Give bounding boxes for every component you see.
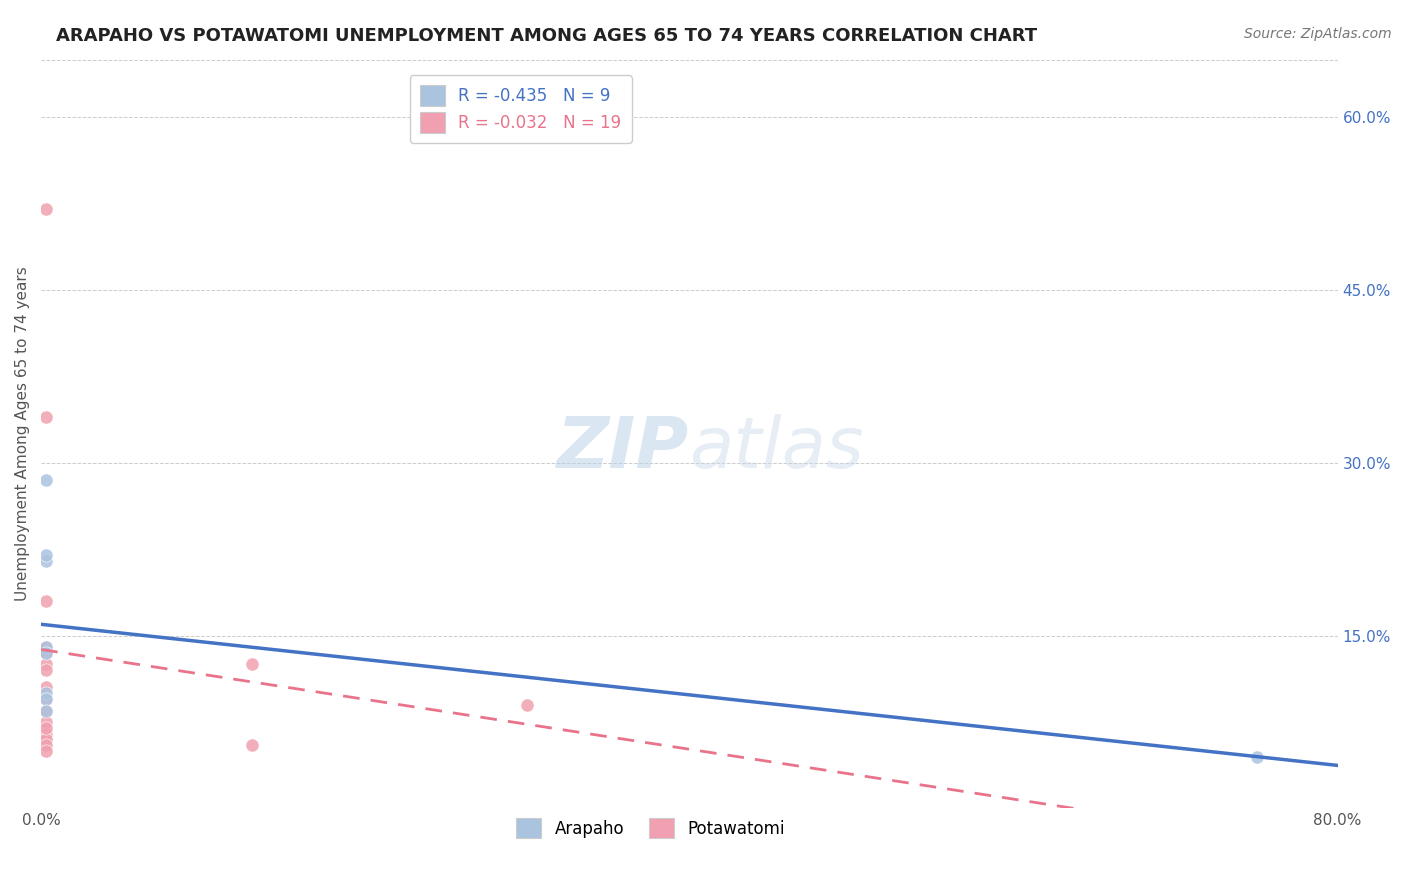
Point: [35, 714, 58, 729]
Point: [35, 202, 58, 217]
Text: Source: ZipAtlas.com: Source: ZipAtlas.com: [1244, 27, 1392, 41]
Point: [35, 692, 58, 706]
Point: [240, 738, 263, 752]
Y-axis label: Unemployment Among Ages 65 to 74 years: Unemployment Among Ages 65 to 74 years: [15, 267, 30, 601]
Point: [35, 726, 58, 740]
Text: ARAPAHO VS POTAWATOMI UNEMPLOYMENT AMONG AGES 65 TO 74 YEARS CORRELATION CHART: ARAPAHO VS POTAWATOMI UNEMPLOYMENT AMONG…: [56, 27, 1038, 45]
Point: [35, 738, 58, 752]
Point: [35, 640, 58, 655]
Point: [35, 554, 58, 568]
Point: [1246, 749, 1268, 764]
Point: [35, 548, 58, 562]
Point: [35, 744, 58, 758]
Point: [35, 663, 58, 677]
Point: [35, 640, 58, 655]
Point: [35, 704, 58, 718]
Point: [35, 646, 58, 660]
Legend: Arapaho, Potawatomi: Arapaho, Potawatomi: [509, 812, 792, 845]
Point: [240, 657, 263, 672]
Point: [35, 686, 58, 700]
Text: atlas: atlas: [689, 415, 865, 483]
Point: [516, 698, 538, 712]
Point: [35, 681, 58, 695]
Point: [35, 409, 58, 424]
Text: ZIP: ZIP: [557, 415, 689, 483]
Point: [35, 732, 58, 747]
Point: [35, 657, 58, 672]
Point: [35, 646, 58, 660]
Point: [35, 692, 58, 706]
Point: [35, 721, 58, 735]
Point: [35, 704, 58, 718]
Point: [35, 473, 58, 487]
Point: [35, 594, 58, 608]
